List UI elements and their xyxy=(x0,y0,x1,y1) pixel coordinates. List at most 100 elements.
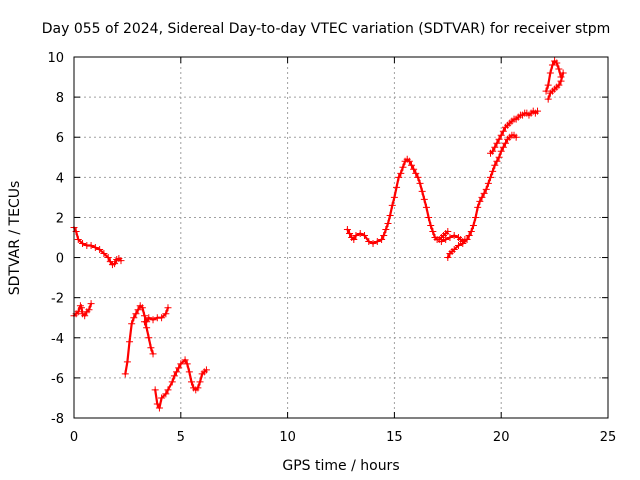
data-point xyxy=(497,131,505,139)
data-point xyxy=(399,163,407,171)
data-point xyxy=(145,314,153,322)
data-point xyxy=(158,314,166,322)
data-point xyxy=(557,77,565,85)
data-point xyxy=(143,324,151,332)
series-seg-f xyxy=(343,155,452,248)
data-point xyxy=(194,384,202,392)
data-point xyxy=(444,227,452,235)
data-point xyxy=(495,153,503,161)
data-point xyxy=(474,203,482,211)
data-point xyxy=(138,304,146,312)
data-point xyxy=(410,165,418,173)
data-point xyxy=(397,169,405,177)
data-point xyxy=(380,231,388,239)
data-point xyxy=(356,229,364,237)
data-point xyxy=(145,334,153,342)
data-point xyxy=(446,234,454,241)
data-point xyxy=(544,81,552,89)
data-point xyxy=(553,59,561,67)
data-point xyxy=(369,240,377,248)
data-point xyxy=(491,143,499,151)
data-point xyxy=(420,195,428,203)
data-point xyxy=(559,69,567,77)
data-point xyxy=(360,231,368,239)
data-point xyxy=(405,157,413,165)
axis-ticks xyxy=(73,56,609,419)
data-point xyxy=(491,161,499,169)
data-point xyxy=(497,147,505,155)
data-point xyxy=(534,107,542,115)
y-axis-label: SDTVAR / TECUs xyxy=(7,181,23,296)
data-point xyxy=(352,231,360,239)
data-point xyxy=(495,135,503,143)
data-point xyxy=(489,167,497,175)
data-point xyxy=(91,244,99,252)
y-tick-label: -8 xyxy=(51,412,64,427)
data-point xyxy=(132,310,140,318)
data-point xyxy=(476,197,484,205)
series-line xyxy=(440,234,466,243)
series-line xyxy=(72,302,93,317)
data-point xyxy=(412,169,420,177)
data-point xyxy=(96,246,104,254)
data-point xyxy=(123,358,131,366)
x-tick-label: 20 xyxy=(493,430,510,445)
data-point xyxy=(467,227,475,235)
data-point xyxy=(147,344,155,352)
data-point xyxy=(463,236,471,244)
chart-title: Day 055 of 2024, Sidereal Day-to-day VTE… xyxy=(42,21,611,37)
data-point xyxy=(346,229,354,237)
data-point xyxy=(390,193,398,201)
data-point xyxy=(162,390,170,398)
data-point xyxy=(544,95,552,103)
data-point xyxy=(395,173,403,181)
data-point xyxy=(450,246,458,254)
data-point xyxy=(202,366,210,374)
data-point xyxy=(134,306,142,314)
data-point xyxy=(480,189,488,197)
y-tick-label: 10 xyxy=(47,51,64,66)
y-tick-label: -2 xyxy=(51,292,64,307)
data-point xyxy=(484,179,492,187)
data-point xyxy=(100,250,108,258)
data-point xyxy=(149,316,157,324)
series-line xyxy=(72,226,123,266)
series-seg-i xyxy=(487,107,542,157)
data-point xyxy=(121,370,129,378)
x-tick-label: 25 xyxy=(600,430,617,445)
data-point xyxy=(501,139,509,147)
data-point xyxy=(454,242,462,250)
data-point xyxy=(81,312,89,320)
data-point xyxy=(87,242,95,250)
series-seg-a xyxy=(70,223,125,269)
data-point xyxy=(450,231,458,239)
y-tick-label: 0 xyxy=(56,252,64,267)
data-point xyxy=(164,386,172,394)
data-point xyxy=(472,213,480,221)
data-point xyxy=(499,127,507,135)
y-tick-label: 4 xyxy=(56,171,64,186)
data-point xyxy=(187,378,195,386)
data-point xyxy=(418,187,426,195)
data-point xyxy=(350,236,358,244)
data-point xyxy=(343,225,351,233)
data-point xyxy=(407,161,415,169)
y-tick-labels: -8 -6 -4 -2 0 2 4 6 8 10 xyxy=(47,51,64,427)
series-seg-k xyxy=(544,69,567,103)
series-seg-h xyxy=(444,131,520,262)
data-point xyxy=(429,227,437,235)
data-point xyxy=(542,87,550,95)
data-point xyxy=(196,378,204,386)
data-point xyxy=(126,338,134,346)
data-point xyxy=(384,219,392,227)
y-tick-label: -4 xyxy=(51,332,64,347)
data-point xyxy=(77,304,85,312)
series-seg-d xyxy=(140,318,157,358)
data-point xyxy=(155,404,163,412)
data-point xyxy=(74,236,82,244)
data-point xyxy=(469,221,477,229)
data-point xyxy=(173,368,181,376)
series-seg-b xyxy=(70,300,95,320)
data-point xyxy=(153,400,161,408)
